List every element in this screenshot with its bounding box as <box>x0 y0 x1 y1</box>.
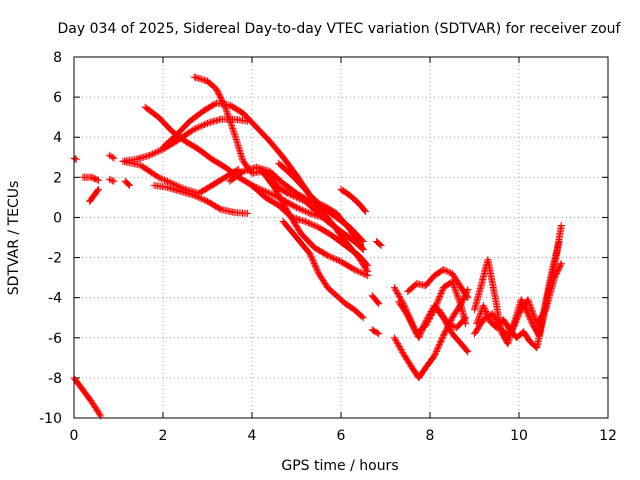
series-trace-a <box>70 374 105 420</box>
series-trace-y <box>395 278 470 338</box>
x-tick-label: 4 <box>248 428 257 444</box>
y-tick-label: -4 <box>48 291 62 307</box>
axis-tick-labels: 0 2 4 6 8 10 12 -10 -8 -6 -4 -2 0 2 4 6 8 <box>39 50 617 444</box>
plot-frame <box>73 56 609 419</box>
data-markers <box>70 73 565 420</box>
chart-title: Day 034 of 2025, Sidereal Day-to-day VTE… <box>58 21 622 37</box>
series-trace-v <box>368 326 383 338</box>
series-trace-e <box>106 151 118 162</box>
series-trace-p <box>257 165 372 280</box>
y-tick-label: 8 <box>53 50 62 66</box>
y-tick-label: -2 <box>48 251 62 267</box>
series-trace-s <box>337 185 369 215</box>
series-trace-k <box>150 181 252 217</box>
y-tick-label: 0 <box>53 210 62 226</box>
series-trace-ad <box>471 260 565 340</box>
series-trace-d <box>86 185 102 205</box>
x-tick-label: 0 <box>70 428 79 444</box>
y-tick-label: 6 <box>53 90 62 106</box>
y-tick-label: -6 <box>48 331 62 347</box>
series-trace-b <box>70 154 80 163</box>
series-trace-z <box>404 266 472 302</box>
x-tick-label: 10 <box>510 428 528 444</box>
series-trace-c <box>79 173 102 184</box>
x-tick-label: 2 <box>159 428 168 444</box>
x-tick-label: 6 <box>337 428 346 444</box>
series-trace-aa <box>435 306 470 332</box>
series-trace-t <box>373 238 385 249</box>
y-tick-label: -8 <box>48 371 62 387</box>
y-axis-label: SDTVAR / TECUs <box>6 181 22 296</box>
series-trace-r <box>279 218 367 322</box>
series-trace-g <box>121 177 134 189</box>
x-tick-label: 12 <box>599 428 617 444</box>
series-trace-f <box>106 175 118 185</box>
y-tick-label: -10 <box>39 411 62 427</box>
y-tick-label: 4 <box>53 130 62 146</box>
series-trace-u <box>368 292 383 308</box>
series-trace-q <box>275 159 372 276</box>
x-axis-label: GPS time / hours <box>281 458 398 474</box>
y-tick-label: 2 <box>53 170 62 186</box>
x-tick-label: 8 <box>426 428 435 444</box>
